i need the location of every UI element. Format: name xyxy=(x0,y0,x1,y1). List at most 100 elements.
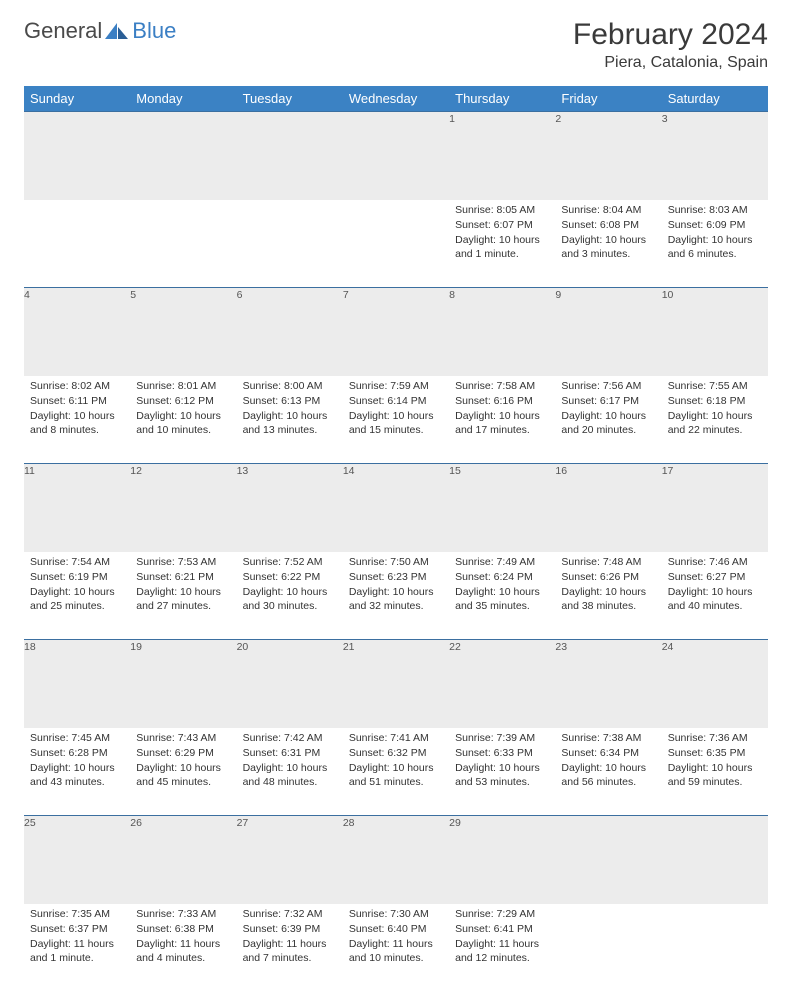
sunset-text: Sunset: 6:12 PM xyxy=(136,394,230,408)
day-number-cell: 29 xyxy=(449,816,555,904)
sunrise-text: Sunrise: 7:42 AM xyxy=(243,731,337,745)
sunrise-text: Sunrise: 7:43 AM xyxy=(136,731,230,745)
daylight-text: Daylight: 10 hours and 38 minutes. xyxy=(561,585,655,613)
day-number-cell: 2 xyxy=(555,112,661,200)
sunset-text: Sunset: 6:28 PM xyxy=(30,746,124,760)
day-cell: Sunrise: 7:33 AMSunset: 6:38 PMDaylight:… xyxy=(130,904,236,992)
day-cell: Sunrise: 7:54 AMSunset: 6:19 PMDaylight:… xyxy=(24,552,130,640)
sunset-text: Sunset: 6:26 PM xyxy=(561,570,655,584)
daylight-text: Daylight: 10 hours and 25 minutes. xyxy=(30,585,124,613)
day-number-cell xyxy=(24,112,130,200)
daylight-text: Daylight: 11 hours and 4 minutes. xyxy=(136,937,230,965)
day-number-cell: 3 xyxy=(662,112,768,200)
daylight-text: Daylight: 10 hours and 56 minutes. xyxy=(561,761,655,789)
sunrise-text: Sunrise: 8:01 AM xyxy=(136,379,230,393)
day-number-cell: 14 xyxy=(343,464,449,552)
day-cell: Sunrise: 8:02 AMSunset: 6:11 PMDaylight:… xyxy=(24,376,130,464)
day-content-row: Sunrise: 7:54 AMSunset: 6:19 PMDaylight:… xyxy=(24,552,768,640)
sunset-text: Sunset: 6:41 PM xyxy=(455,922,549,936)
sunrise-text: Sunrise: 7:50 AM xyxy=(349,555,443,569)
sunset-text: Sunset: 6:09 PM xyxy=(668,218,762,232)
sunrise-text: Sunrise: 8:00 AM xyxy=(243,379,337,393)
daylight-text: Daylight: 10 hours and 3 minutes. xyxy=(561,233,655,261)
sunrise-text: Sunrise: 7:59 AM xyxy=(349,379,443,393)
sunset-text: Sunset: 6:31 PM xyxy=(243,746,337,760)
sunset-text: Sunset: 6:32 PM xyxy=(349,746,443,760)
day-cell: Sunrise: 7:35 AMSunset: 6:37 PMDaylight:… xyxy=(24,904,130,992)
sunrise-text: Sunrise: 7:49 AM xyxy=(455,555,549,569)
daylight-text: Daylight: 10 hours and 13 minutes. xyxy=(243,409,337,437)
sunset-text: Sunset: 6:07 PM xyxy=(455,218,549,232)
day-cell: Sunrise: 7:39 AMSunset: 6:33 PMDaylight:… xyxy=(449,728,555,816)
sunrise-text: Sunrise: 7:32 AM xyxy=(243,907,337,921)
sunset-text: Sunset: 6:38 PM xyxy=(136,922,230,936)
sunset-text: Sunset: 6:19 PM xyxy=(30,570,124,584)
daylight-text: Daylight: 10 hours and 6 minutes. xyxy=(668,233,762,261)
daylight-text: Daylight: 10 hours and 17 minutes. xyxy=(455,409,549,437)
day-number-cell xyxy=(662,816,768,904)
sunset-text: Sunset: 6:14 PM xyxy=(349,394,443,408)
daylight-text: Daylight: 10 hours and 20 minutes. xyxy=(561,409,655,437)
daylight-text: Daylight: 10 hours and 32 minutes. xyxy=(349,585,443,613)
day-number-cell xyxy=(555,816,661,904)
day-cell: Sunrise: 7:29 AMSunset: 6:41 PMDaylight:… xyxy=(449,904,555,992)
day-cell: Sunrise: 7:30 AMSunset: 6:40 PMDaylight:… xyxy=(343,904,449,992)
day-cell: Sunrise: 7:50 AMSunset: 6:23 PMDaylight:… xyxy=(343,552,449,640)
sunset-text: Sunset: 6:21 PM xyxy=(136,570,230,584)
sunrise-text: Sunrise: 7:58 AM xyxy=(455,379,549,393)
day-cell: Sunrise: 7:52 AMSunset: 6:22 PMDaylight:… xyxy=(237,552,343,640)
day-cell xyxy=(555,904,661,992)
day-cell: Sunrise: 7:41 AMSunset: 6:32 PMDaylight:… xyxy=(343,728,449,816)
day-cell: Sunrise: 8:04 AMSunset: 6:08 PMDaylight:… xyxy=(555,200,661,288)
day-content-row: Sunrise: 8:02 AMSunset: 6:11 PMDaylight:… xyxy=(24,376,768,464)
day-cell: Sunrise: 8:01 AMSunset: 6:12 PMDaylight:… xyxy=(130,376,236,464)
day-cell xyxy=(662,904,768,992)
sunrise-text: Sunrise: 8:04 AM xyxy=(561,203,655,217)
day-number-cell: 26 xyxy=(130,816,236,904)
title-block: February 2024 Piera, Catalonia, Spain xyxy=(573,18,768,72)
sunset-text: Sunset: 6:27 PM xyxy=(668,570,762,584)
day-cell: Sunrise: 8:03 AMSunset: 6:09 PMDaylight:… xyxy=(662,200,768,288)
daylight-text: Daylight: 10 hours and 22 minutes. xyxy=(668,409,762,437)
sunset-text: Sunset: 6:08 PM xyxy=(561,218,655,232)
daynum-row: 123 xyxy=(24,112,768,200)
day-cell xyxy=(237,200,343,288)
sunset-text: Sunset: 6:40 PM xyxy=(349,922,443,936)
day-number-cell: 16 xyxy=(555,464,661,552)
sunrise-text: Sunrise: 7:46 AM xyxy=(668,555,762,569)
sunset-text: Sunset: 6:37 PM xyxy=(30,922,124,936)
day-number-cell: 10 xyxy=(662,288,768,376)
sunset-text: Sunset: 6:23 PM xyxy=(349,570,443,584)
sunset-text: Sunset: 6:11 PM xyxy=(30,394,124,408)
sunset-text: Sunset: 6:24 PM xyxy=(455,570,549,584)
sunrise-text: Sunrise: 7:39 AM xyxy=(455,731,549,745)
sunrise-text: Sunrise: 7:56 AM xyxy=(561,379,655,393)
daylight-text: Daylight: 10 hours and 27 minutes. xyxy=(136,585,230,613)
day-number-cell: 13 xyxy=(237,464,343,552)
day-content-row: Sunrise: 7:45 AMSunset: 6:28 PM Daylight:… xyxy=(24,728,768,816)
daylight-text: Daylight: 10 hours and 53 minutes. xyxy=(455,761,549,789)
day-number-cell xyxy=(237,112,343,200)
month-title: February 2024 xyxy=(573,18,768,52)
day-number-cell: 5 xyxy=(130,288,236,376)
day-cell: Sunrise: 7:55 AMSunset: 6:18 PMDaylight:… xyxy=(662,376,768,464)
day-content-row: Sunrise: 7:35 AMSunset: 6:37 PMDaylight:… xyxy=(24,904,768,992)
day-number-cell: 25 xyxy=(24,816,130,904)
daynum-row: 18192021222324 xyxy=(24,640,768,728)
sunset-text: Sunset: 6:13 PM xyxy=(243,394,337,408)
sunrise-text: Sunrise: 7:52 AM xyxy=(243,555,337,569)
day-number-cell: 27 xyxy=(237,816,343,904)
sunrise-text: Sunrise: 8:05 AM xyxy=(455,203,549,217)
sunrise-text: Sunrise: 7:45 AM xyxy=(30,731,124,745)
sunrise-text: Sunrise: 7:38 AM xyxy=(561,731,655,745)
day-number-cell: 21 xyxy=(343,640,449,728)
sunrise-text: Sunrise: 7:55 AM xyxy=(668,379,762,393)
weekday-header: Friday xyxy=(555,86,661,112)
calendar-table: SundayMondayTuesdayWednesdayThursdayFrid… xyxy=(24,86,768,992)
weekday-header: Tuesday xyxy=(237,86,343,112)
weekday-header: Sunday xyxy=(24,86,130,112)
day-number-cell: 17 xyxy=(662,464,768,552)
sunrise-text: Sunrise: 7:36 AM xyxy=(668,731,762,745)
day-cell: Sunrise: 7:56 AMSunset: 6:17 PMDaylight:… xyxy=(555,376,661,464)
weekday-header: Saturday xyxy=(662,86,768,112)
